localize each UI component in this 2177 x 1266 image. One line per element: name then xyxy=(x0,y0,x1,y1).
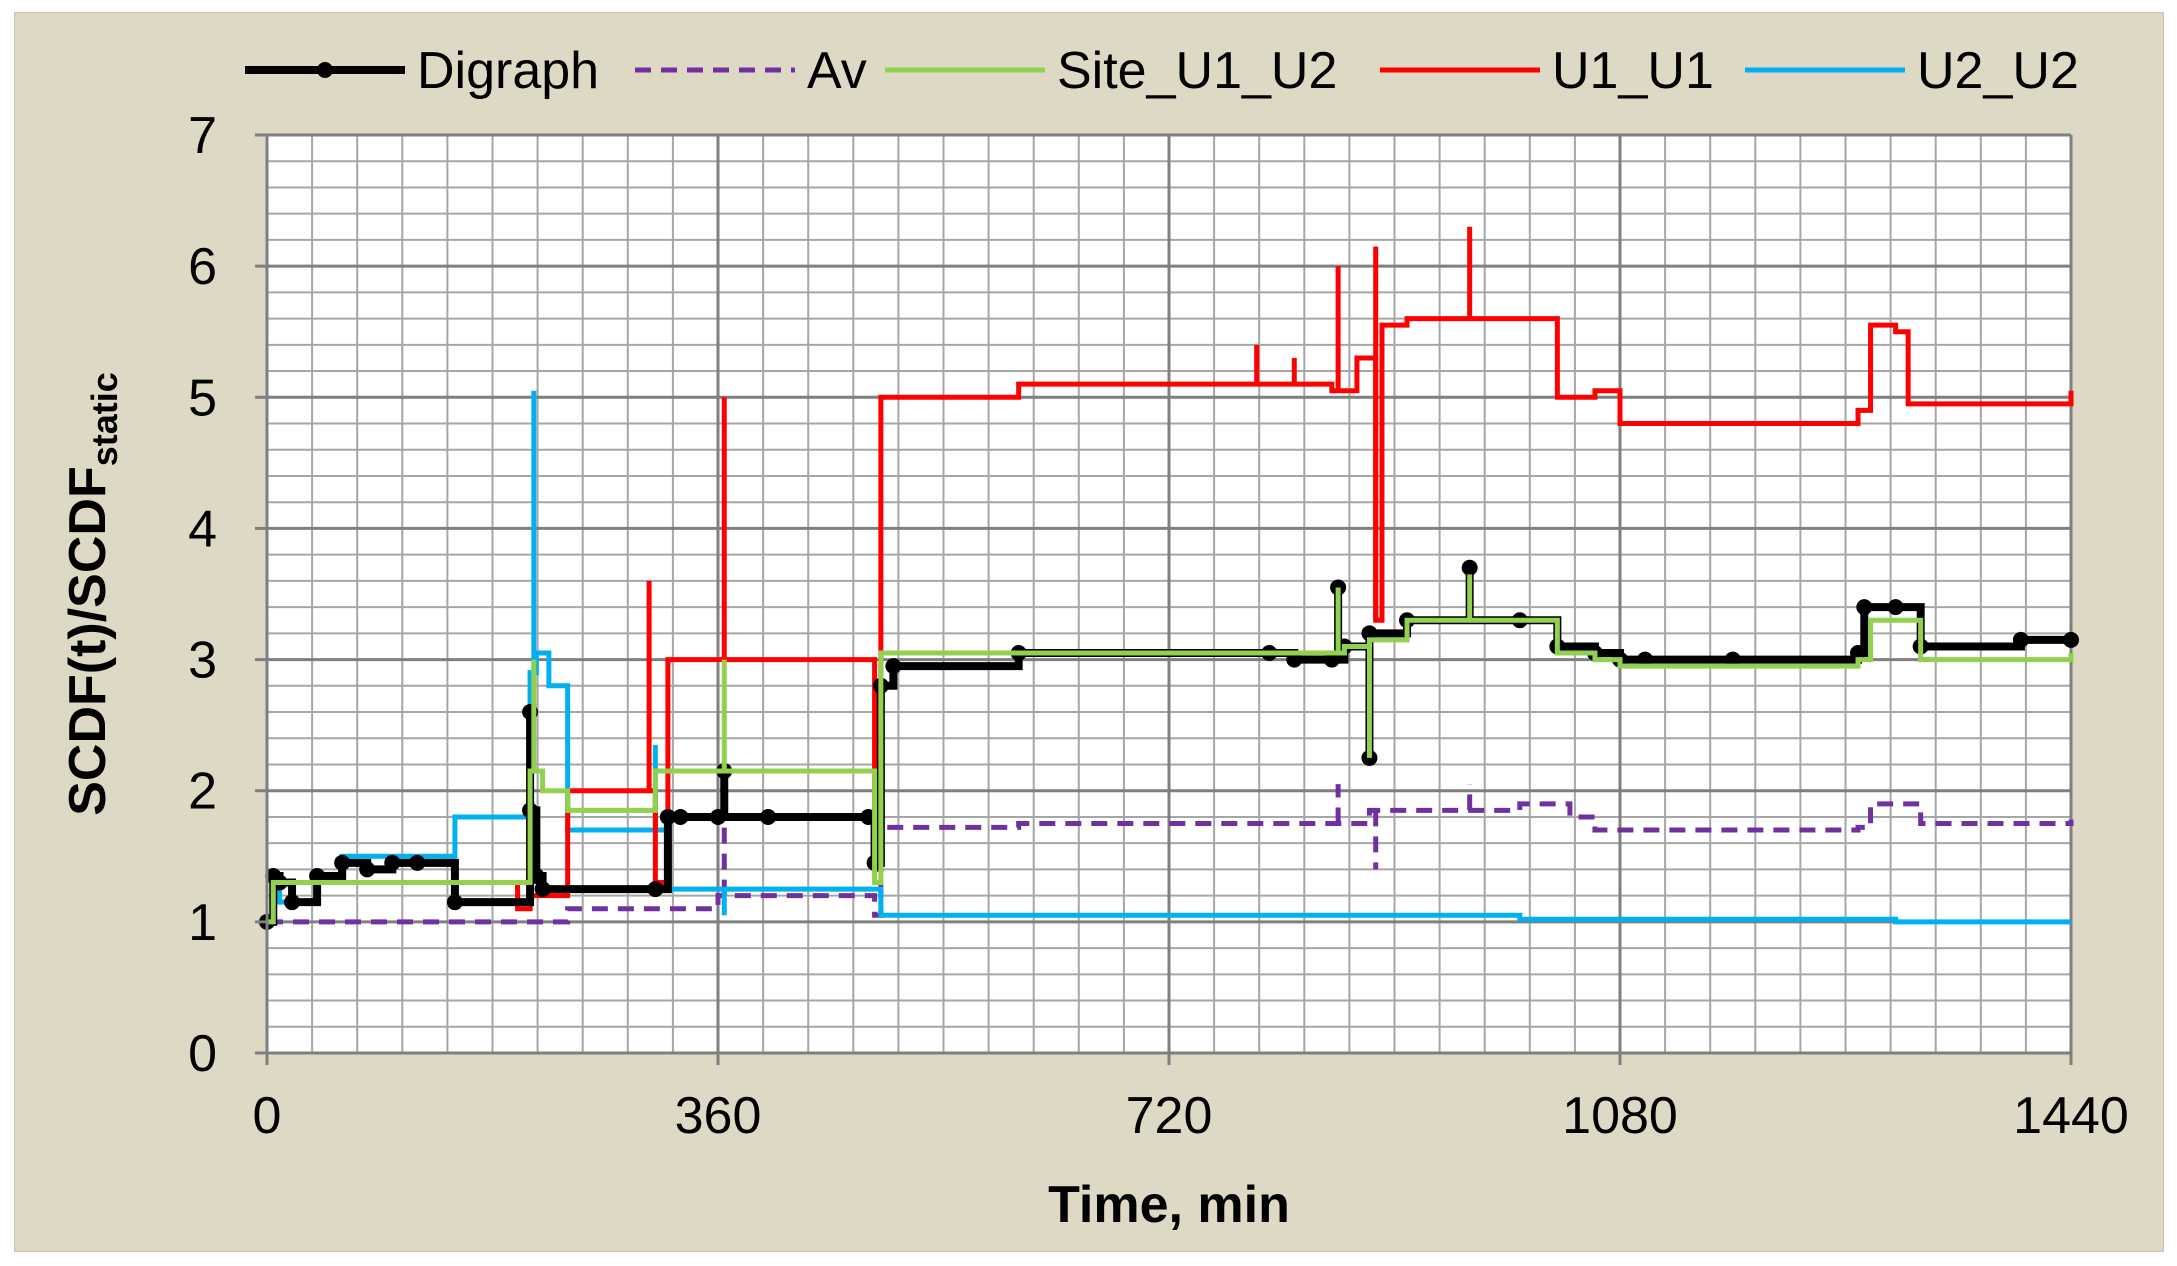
y-tick-label: 1 xyxy=(188,894,217,952)
y-axis-title: SCDF(t)/SCDFstatic xyxy=(59,372,125,816)
y-tick-label: 5 xyxy=(188,369,217,427)
data-point-digraph xyxy=(760,808,777,825)
legend: Digraph Av Site_U1_U2 U1_U1 U2_U2 xyxy=(245,42,2079,100)
y-tick-label: 0 xyxy=(188,1025,217,1083)
data-point-digraph xyxy=(1637,651,1654,668)
y-axis-title-main: SCDF(t)/SCDF xyxy=(59,466,117,816)
series-line-av xyxy=(267,801,2074,925)
data-point-digraph xyxy=(885,658,902,675)
data-point-digraph xyxy=(309,867,326,884)
x-axis-title: Time, min xyxy=(1048,1176,1290,1234)
data-point-digraph xyxy=(1461,559,1478,576)
data-point-digraph xyxy=(446,894,463,911)
data-point-digraph xyxy=(659,808,676,825)
data-point-digraph xyxy=(359,861,376,878)
x-tick-label: 1440 xyxy=(2013,1087,2129,1145)
data-point-digraph xyxy=(384,854,401,871)
y-tick-label: 3 xyxy=(188,632,217,690)
data-point-digraph xyxy=(1724,651,1741,668)
legend-label: Av xyxy=(807,42,867,100)
data-point-digraph xyxy=(1887,599,1904,616)
data-point-digraph xyxy=(710,808,726,825)
series-layer xyxy=(259,226,2079,930)
y-tick-label: 4 xyxy=(188,500,217,558)
legend-item-av: Av xyxy=(635,42,867,100)
x-tick-label: 720 xyxy=(1126,1087,1213,1145)
y-tick-label: 2 xyxy=(188,763,217,821)
legend-item-site-u1-u2: Site_U1_U2 xyxy=(885,42,1337,100)
x-tick-label: 0 xyxy=(253,1087,282,1145)
series-site-u1-u2 xyxy=(267,574,2074,925)
y-axis-title-subscript: static xyxy=(84,372,125,466)
y-tick-label: 7 xyxy=(188,107,217,165)
data-point-digraph xyxy=(672,808,689,825)
series-line-u1-u1 xyxy=(267,316,2074,925)
data-point-digraph xyxy=(1361,625,1378,642)
data-point-digraph xyxy=(1286,651,1303,668)
legend-label: U1_U1 xyxy=(1552,42,1714,100)
legend-item-u2-u2: U2_U2 xyxy=(1745,42,2079,100)
y-tick-label: 6 xyxy=(188,238,217,296)
data-point-digraph xyxy=(1850,645,1867,662)
axes: 0 1 2 3 4 5 6 7 0 360 720 1080 1440 xyxy=(188,107,2129,1145)
data-point-digraph xyxy=(284,894,301,911)
data-point-digraph xyxy=(647,881,664,898)
legend-label: Site_U1_U2 xyxy=(1057,42,1337,100)
legend-item-digraph: Digraph xyxy=(245,42,599,100)
series-av xyxy=(267,784,2074,925)
data-point-digraph xyxy=(334,854,351,871)
legend-label: Digraph xyxy=(417,42,599,100)
x-tick-label: 360 xyxy=(675,1087,762,1145)
x-tick-label: 1080 xyxy=(1562,1087,1678,1145)
data-point-digraph xyxy=(1323,651,1340,668)
data-point-digraph xyxy=(409,854,426,871)
series-u1-u1 xyxy=(267,226,2074,925)
legend-marker xyxy=(317,62,333,78)
data-point-digraph xyxy=(534,881,551,898)
data-point-digraph xyxy=(1856,599,1873,616)
legend-label: U2_U2 xyxy=(1917,42,2079,100)
data-point-digraph xyxy=(2063,631,2079,648)
legend-item-u1-u1: U1_U1 xyxy=(1380,42,1714,100)
data-point-digraph xyxy=(2012,631,2029,648)
